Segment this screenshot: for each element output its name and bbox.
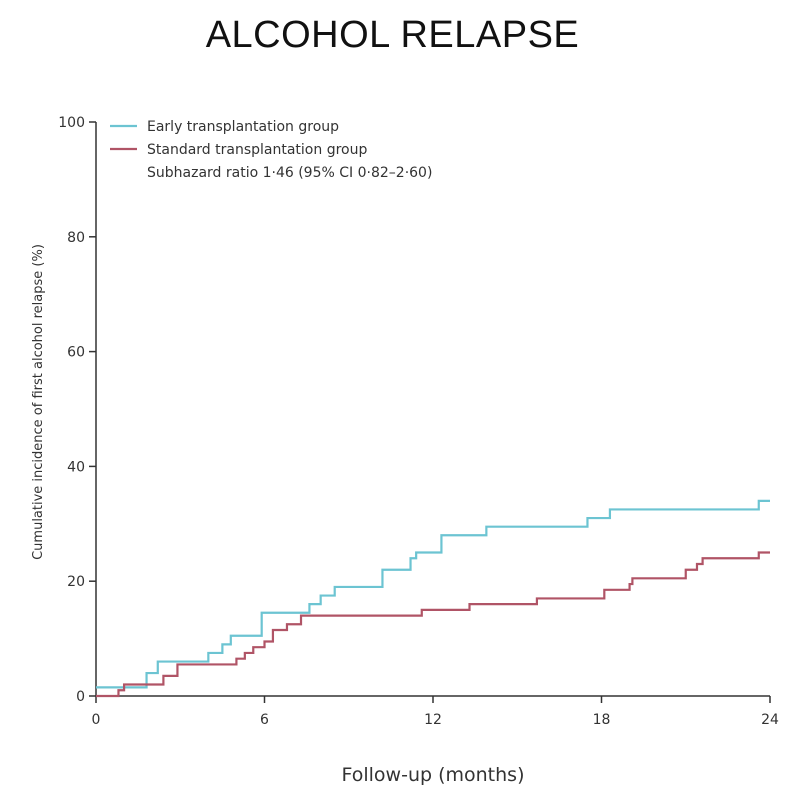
x-tick-label: 0 [92,712,101,728]
y-tick-label: 60 [67,345,85,361]
y-axis-label-group: Cumulative incidence of first alcohol re… [31,244,46,560]
legend-label: Standard transplantation group [147,142,367,158]
series-line-early [96,499,770,689]
x-tick-label: 24 [761,712,779,728]
chart-title: ALCOHOL RELAPSE [205,14,580,56]
y-tick-label: 80 [67,230,85,246]
axes: 0 20 40 60 80 100 0 6 12 18 24 [58,115,779,728]
series-line-standard [96,551,770,698]
y-axis-label: Cumulative incidence of first alcohol re… [31,244,46,560]
y-tick-label: 20 [67,574,85,590]
x-tick-label: 12 [424,712,442,728]
x-tick-label: 18 [593,712,611,728]
legend-annotation: Subhazard ratio 1·46 (95% CI 0·82–2·60) [147,165,432,181]
legend: Early transplantation group Standard tran… [110,119,432,181]
x-axis-label: Follow-up (months) [341,764,525,786]
legend-label: Early transplantation group [147,119,339,135]
y-tick-label: 0 [76,689,85,705]
x-tick-label: 6 [260,712,269,728]
y-tick-label: 40 [67,459,85,475]
y-tick-label: 100 [58,115,85,131]
series-lines [96,499,770,698]
